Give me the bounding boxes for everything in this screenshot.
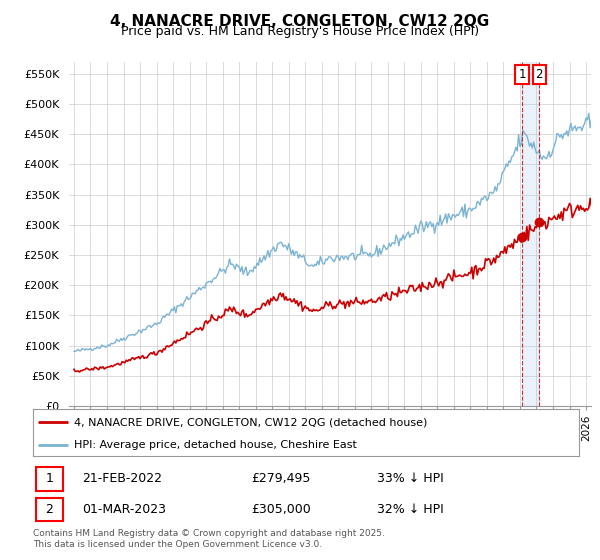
Text: 2: 2 <box>536 68 543 81</box>
Text: 4, NANACRE DRIVE, CONGLETON, CW12 2QG (detached house): 4, NANACRE DRIVE, CONGLETON, CW12 2QG (d… <box>74 417 427 427</box>
Text: 32% ↓ HPI: 32% ↓ HPI <box>377 503 444 516</box>
Text: 4, NANACRE DRIVE, CONGLETON, CW12 2QG: 4, NANACRE DRIVE, CONGLETON, CW12 2QG <box>110 14 490 29</box>
Text: 1: 1 <box>518 68 526 81</box>
Text: 33% ↓ HPI: 33% ↓ HPI <box>377 472 444 486</box>
Text: 1: 1 <box>46 472 53 486</box>
Text: 01-MAR-2023: 01-MAR-2023 <box>82 503 166 516</box>
Bar <box>522 62 539 406</box>
FancyBboxPatch shape <box>36 467 63 491</box>
Text: 2: 2 <box>46 503 53 516</box>
Text: £305,000: £305,000 <box>251 503 311 516</box>
FancyBboxPatch shape <box>36 498 63 521</box>
Text: £279,495: £279,495 <box>251 472 311 486</box>
Text: Price paid vs. HM Land Registry's House Price Index (HPI): Price paid vs. HM Land Registry's House … <box>121 25 479 38</box>
Text: 21-FEB-2022: 21-FEB-2022 <box>82 472 162 486</box>
Text: HPI: Average price, detached house, Cheshire East: HPI: Average price, detached house, Ches… <box>74 440 357 450</box>
Text: Contains HM Land Registry data © Crown copyright and database right 2025.
This d: Contains HM Land Registry data © Crown c… <box>33 529 385 549</box>
